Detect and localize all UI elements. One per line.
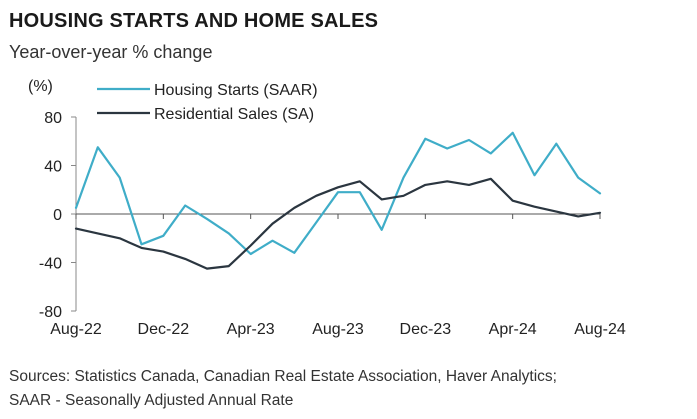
y-axis-unit-label: (%) [28, 78, 53, 95]
x-tick-label: Aug-22 [50, 321, 102, 338]
legend-label-2: Residential Sales (SA) [154, 106, 314, 123]
y-tick-label: 0 [53, 207, 62, 224]
series-line-2 [74, 177, 602, 270]
series-line-1 [74, 131, 602, 256]
y-tick-label: -80 [39, 304, 62, 321]
x-tick-label: Apr-23 [227, 321, 275, 338]
y-tick-label: -40 [39, 256, 62, 273]
x-tick-label: Dec-23 [400, 321, 452, 338]
legend-label-1: Housing Starts (SAAR) [154, 82, 318, 99]
x-tick-label: Aug-23 [312, 321, 364, 338]
chart-subtitle: Year-over-year % change [9, 42, 213, 62]
source-note-line-1: Sources: Statistics Canada, Canadian Rea… [9, 368, 557, 385]
chart-title: HOUSING STARTS AND HOME SALES [9, 10, 379, 32]
y-tick-label: 80 [44, 110, 62, 127]
x-tick-label: Dec-22 [138, 321, 190, 338]
x-tick-label: Aug-24 [574, 321, 626, 338]
source-note-line-2: SAAR - Seasonally Adjusted Annual Rate [9, 392, 294, 409]
x-tick-label: Apr-24 [489, 321, 537, 338]
y-tick-label: 40 [44, 159, 62, 176]
